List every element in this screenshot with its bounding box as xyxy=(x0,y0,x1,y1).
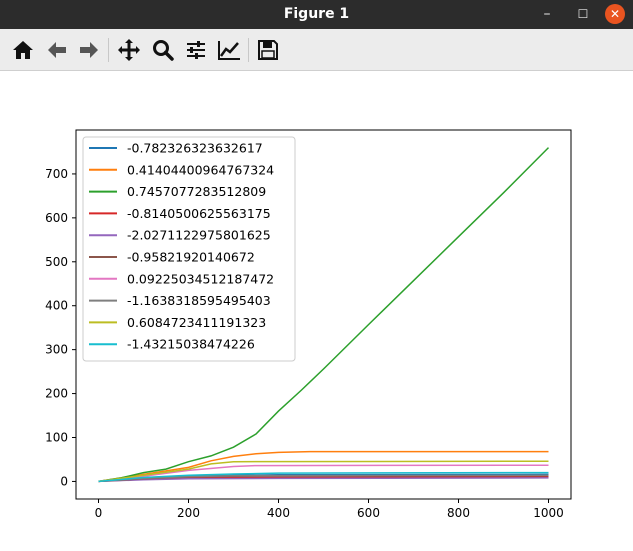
pan-button[interactable] xyxy=(116,37,142,63)
close-button[interactable]: ✕ xyxy=(605,4,625,24)
navigation-toolbar xyxy=(0,29,633,71)
move-icon xyxy=(118,39,140,61)
configure-subplots-button[interactable] xyxy=(183,37,209,63)
plot-lines xyxy=(98,147,550,483)
edit-axis-button[interactable] xyxy=(216,37,242,63)
minimize-button[interactable]: – xyxy=(543,6,551,22)
legend-label-1: 0.41404400964767324 xyxy=(127,162,274,177)
legend-label-2: 0.7457077283512809 xyxy=(127,184,266,199)
series-line-8 xyxy=(98,460,549,483)
legend-label-0: -0.782326323632617 xyxy=(127,141,263,156)
toolbar-separator xyxy=(248,38,249,62)
legend-label-7: -1.1638318595495403 xyxy=(127,293,271,308)
arrow-left-icon xyxy=(48,42,66,58)
legend-box xyxy=(82,136,296,362)
x-tick-label: 1000 xyxy=(533,506,564,520)
y-axis: 0 100 200 300 400 500 600 700 xyxy=(45,167,76,488)
x-tick-label: 600 xyxy=(357,506,380,520)
floppy-disk-icon xyxy=(258,40,278,60)
series-line-9 xyxy=(98,471,549,483)
legend: -0.782326323632617 0.41404400964767324 0.7… xyxy=(82,136,296,362)
y-tick-label: 0 xyxy=(60,474,68,488)
forward-button[interactable] xyxy=(76,37,102,63)
line-chart-icon xyxy=(218,41,240,60)
y-tick-label: 100 xyxy=(45,431,68,445)
window-titlebar: Figure 1 – ☐ ✕ xyxy=(0,0,633,29)
x-tick-label: 200 xyxy=(177,506,200,520)
arrow-right-icon xyxy=(80,42,98,58)
legend-label-5: -0.95821920140672 xyxy=(127,250,255,265)
toolbar-separator xyxy=(108,38,109,62)
legend-label-9: -1.43215038474226 xyxy=(127,337,255,352)
save-button[interactable] xyxy=(255,37,281,63)
window-title: Figure 1 xyxy=(283,6,350,22)
home-button[interactable] xyxy=(10,37,36,63)
y-tick-label: 500 xyxy=(45,255,68,269)
back-button[interactable] xyxy=(44,37,70,63)
figure-canvas: 0 200 400 600 800 1000 0 100 200 300 400 500 600 700… xyxy=(0,71,633,551)
axes-frame xyxy=(75,129,572,500)
y-tick-label: 600 xyxy=(45,211,68,225)
legend-label-3: -0.8140500625563175 xyxy=(127,206,271,221)
y-tick-label: 700 xyxy=(45,167,68,181)
x-tick-label: 800 xyxy=(447,506,470,520)
x-tick-label: 0 xyxy=(95,506,103,520)
sliders-icon xyxy=(187,41,205,59)
series-line-2 xyxy=(98,147,550,483)
y-tick-label: 200 xyxy=(45,387,68,401)
maximize-button[interactable]: ☐ xyxy=(577,7,589,21)
x-axis: 0 200 400 600 800 1000 xyxy=(95,499,564,520)
zoom-button[interactable] xyxy=(150,37,176,63)
y-tick-label: 400 xyxy=(45,299,68,313)
legend-label-4: -2.0271122975801625 xyxy=(127,228,271,243)
legend-label-6: 0.09225034512187472 xyxy=(127,271,274,286)
magnifier-icon xyxy=(153,40,174,61)
y-tick-label: 300 xyxy=(45,343,68,357)
series-line-1 xyxy=(98,450,549,483)
legend-label-8: 0.6084723411191323 xyxy=(127,315,266,330)
home-icon xyxy=(13,41,33,59)
x-tick-label: 400 xyxy=(267,506,290,520)
